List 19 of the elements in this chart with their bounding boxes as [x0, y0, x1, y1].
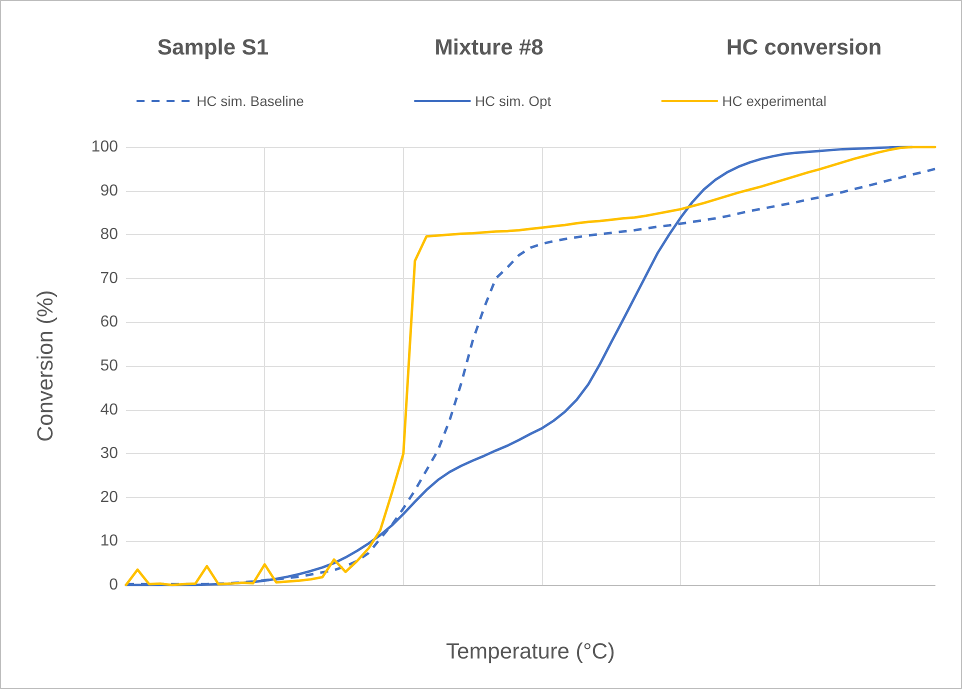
y-axis-title: Conversion (%)	[32, 290, 58, 442]
y-tick-label: 40	[100, 401, 118, 418]
legend-label: HC sim. Baseline	[196, 93, 304, 109]
y-tick-label: 80	[100, 226, 118, 244]
y-tick-label: 10	[100, 532, 118, 550]
y-tick-label: 50	[100, 358, 118, 374]
y-tick-label: 70	[100, 270, 118, 287]
y-tick-label: 90	[100, 182, 118, 200]
legend-label: HC experimental	[722, 93, 826, 109]
y-tick-label: 60	[100, 314, 118, 331]
text: HC conversion	[726, 34, 882, 60]
y-tick-label: 20	[100, 488, 118, 506]
chart-title: Sample S1	[157, 34, 269, 60]
legend-label: HC sim. Opt	[474, 93, 552, 109]
x-axis-title: Temperature (°C)	[446, 638, 615, 664]
y-tick-label: 30	[100, 445, 118, 462]
text: Mixture #8	[434, 34, 544, 60]
y-tick-label: 0	[109, 576, 118, 594]
y-tick-label: 100	[91, 138, 118, 156]
